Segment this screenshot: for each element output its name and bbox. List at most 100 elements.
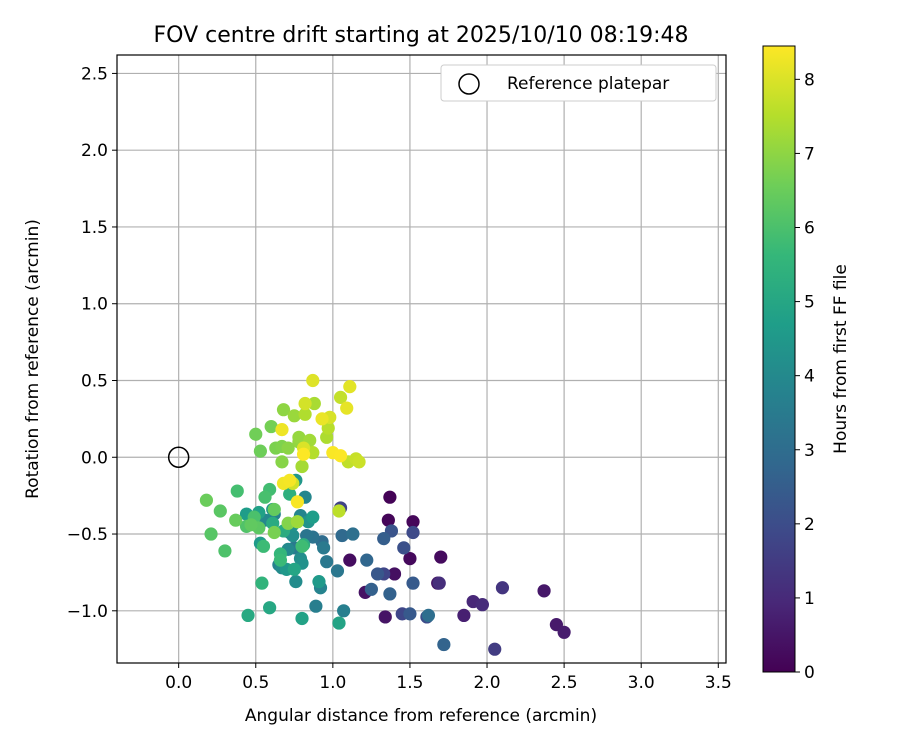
data-point: [306, 373, 320, 388]
y-tick-label: −0.5: [67, 525, 108, 545]
colorbar-tick-label: 7: [804, 144, 815, 164]
data-point: [296, 447, 311, 461]
colorbar-tick-label: 3: [804, 441, 815, 461]
y-tick-label: 0.0: [81, 448, 108, 468]
data-point: [383, 490, 397, 504]
data-point: [332, 616, 346, 630]
data-point: [434, 550, 448, 564]
data-point: [378, 610, 392, 624]
data-point: [281, 441, 295, 455]
x-tick-label: 0.0: [165, 673, 192, 693]
data-point: [340, 401, 354, 415]
data-point: [290, 515, 304, 529]
data-point: [312, 575, 326, 589]
data-point: [263, 601, 277, 615]
y-axis-ticks: −1.0 −0.5 0.0 0.5 1.0 1.5 2.0 2.5: [67, 64, 117, 622]
colorbar: 0 1 2 3 4 5 6 7 8 Hours from first FF file: [762, 45, 851, 683]
data-point: [387, 567, 402, 581]
data-point: [335, 528, 349, 543]
data-point: [346, 527, 360, 541]
data-point: [267, 502, 281, 517]
data-point: [320, 555, 334, 569]
colorbar-tick-label: 5: [804, 293, 815, 313]
data-point: [475, 598, 489, 612]
data-point: [249, 427, 263, 441]
data-point: [403, 551, 417, 566]
y-tick-label: 1.5: [81, 218, 108, 238]
data-point: [244, 518, 258, 532]
legend-label: Reference platepar: [507, 74, 669, 94]
data-point: [495, 581, 510, 595]
colorbar-tick-label: 6: [804, 219, 815, 239]
data-point: [199, 493, 214, 507]
data-point: [421, 608, 436, 623]
y-tick-label: 0.5: [81, 371, 108, 391]
colorbar-tick-label: 8: [804, 70, 815, 90]
data-point: [287, 562, 301, 576]
data-point: [255, 576, 269, 590]
data-points: [199, 373, 571, 656]
data-point: [383, 587, 397, 601]
legend-marker: [458, 73, 480, 95]
data-point: [333, 449, 348, 463]
data-point: [290, 495, 304, 509]
data-point: [557, 625, 571, 639]
x-axis-ticks: 0.0 0.5 1.0 1.5 2.0 2.5 3.0 3.5: [165, 663, 732, 693]
data-point: [343, 553, 357, 567]
data-point: [295, 539, 309, 553]
data-point: [437, 637, 451, 652]
data-point: [264, 419, 278, 434]
colorbar-tick-label: 0: [804, 663, 815, 683]
x-axis-label: Angular distance from reference (arcmin): [245, 706, 597, 726]
colorbar-label: Hours from first FF file: [831, 264, 851, 454]
data-point: [287, 409, 301, 423]
grid: [117, 55, 726, 663]
data-point: [298, 396, 312, 411]
data-point: [253, 444, 267, 458]
data-point: [330, 564, 345, 578]
data-point: [457, 608, 471, 623]
data-point: [406, 576, 420, 590]
colorbar-tick-label: 4: [804, 367, 815, 387]
data-point: [204, 527, 218, 541]
data-point: [337, 604, 351, 618]
x-tick-label: 3.0: [628, 673, 655, 693]
data-point: [229, 513, 243, 527]
data-point: [332, 504, 346, 518]
data-point: [343, 380, 357, 394]
data-point: [230, 484, 244, 498]
chart-title: FOV centre drift starting at 2025/10/10 …: [154, 23, 689, 48]
data-point: [289, 575, 303, 589]
data-point: [309, 599, 323, 613]
data-point: [432, 576, 446, 590]
data-point: [333, 390, 348, 404]
data-point: [213, 504, 227, 518]
x-tick-label: 2.0: [474, 673, 501, 693]
data-point: [381, 513, 395, 527]
data-point: [364, 582, 378, 596]
data-point: [298, 407, 312, 421]
data-point: [295, 611, 309, 626]
data-point: [273, 553, 288, 567]
data-point: [218, 544, 232, 558]
data-point: [283, 473, 297, 487]
x-tick-label: 1.0: [319, 673, 346, 693]
data-point: [377, 532, 391, 546]
x-tick-label: 1.5: [396, 673, 423, 693]
colorbar-tick-label: 1: [804, 589, 815, 609]
data-point: [315, 412, 329, 426]
reference-point: [167, 446, 190, 469]
x-tick-label: 3.5: [705, 673, 732, 693]
data-point: [488, 642, 502, 656]
plot-frame: [116, 54, 727, 664]
data-point: [537, 584, 551, 598]
data-point: [406, 515, 420, 529]
legend: Reference platepar: [440, 64, 717, 102]
data-point: [406, 525, 420, 540]
colorbar-gradient: [762, 45, 796, 673]
data-point: [258, 490, 272, 504]
data-point: [352, 455, 366, 469]
data-point: [275, 455, 289, 469]
data-point: [403, 607, 417, 621]
